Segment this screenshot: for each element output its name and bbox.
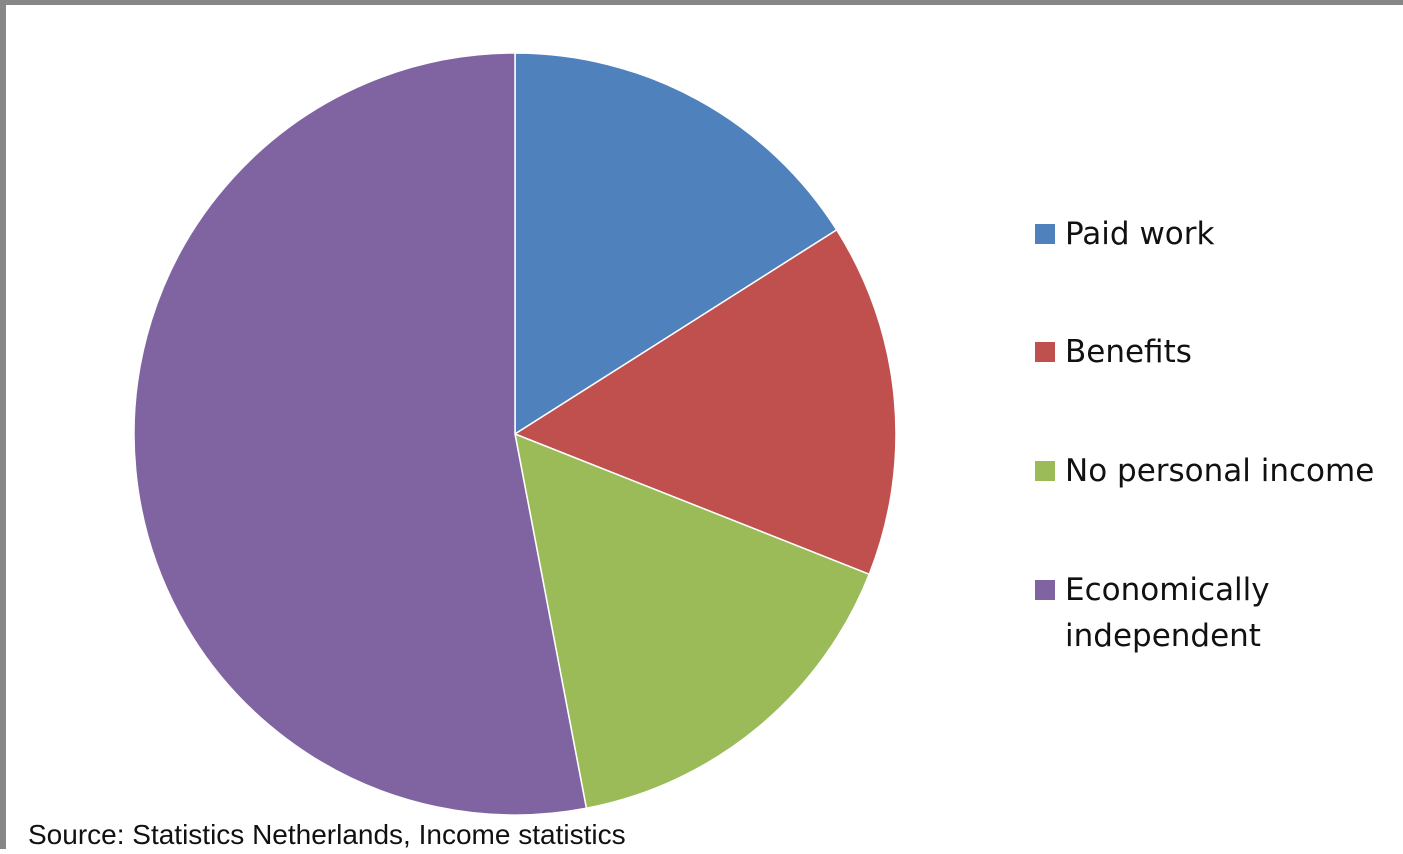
pie-slice-paid-work xyxy=(514,52,838,436)
pie-slice-benefits xyxy=(513,228,897,576)
pie-chart xyxy=(133,52,897,816)
legend-label: Paid work xyxy=(1065,216,1215,252)
legend-label: No personal income xyxy=(1065,453,1375,489)
legend-item-economically-independent: Economically independent xyxy=(1035,567,1365,659)
source-note: Source: Statistics Netherlands, Income s… xyxy=(28,819,626,850)
legend-item-no-personal-income: No personal income xyxy=(1035,448,1374,494)
legend-item-paid-work: Paid work xyxy=(1035,211,1214,257)
legend-label: Benefits xyxy=(1065,334,1192,370)
legend-swatch-no-personal-income xyxy=(1035,461,1055,481)
pie-slice-economically-independent xyxy=(133,52,588,816)
legend-swatch-paid-work xyxy=(1035,224,1055,244)
legend-swatch-economically-independent xyxy=(1035,580,1055,600)
legend-label: Economically independent xyxy=(1065,572,1270,654)
legend-swatch-benefits xyxy=(1035,342,1055,362)
legend-item-benefits: Benefits xyxy=(1035,329,1192,375)
pie-slice-no-personal-income xyxy=(514,432,871,810)
